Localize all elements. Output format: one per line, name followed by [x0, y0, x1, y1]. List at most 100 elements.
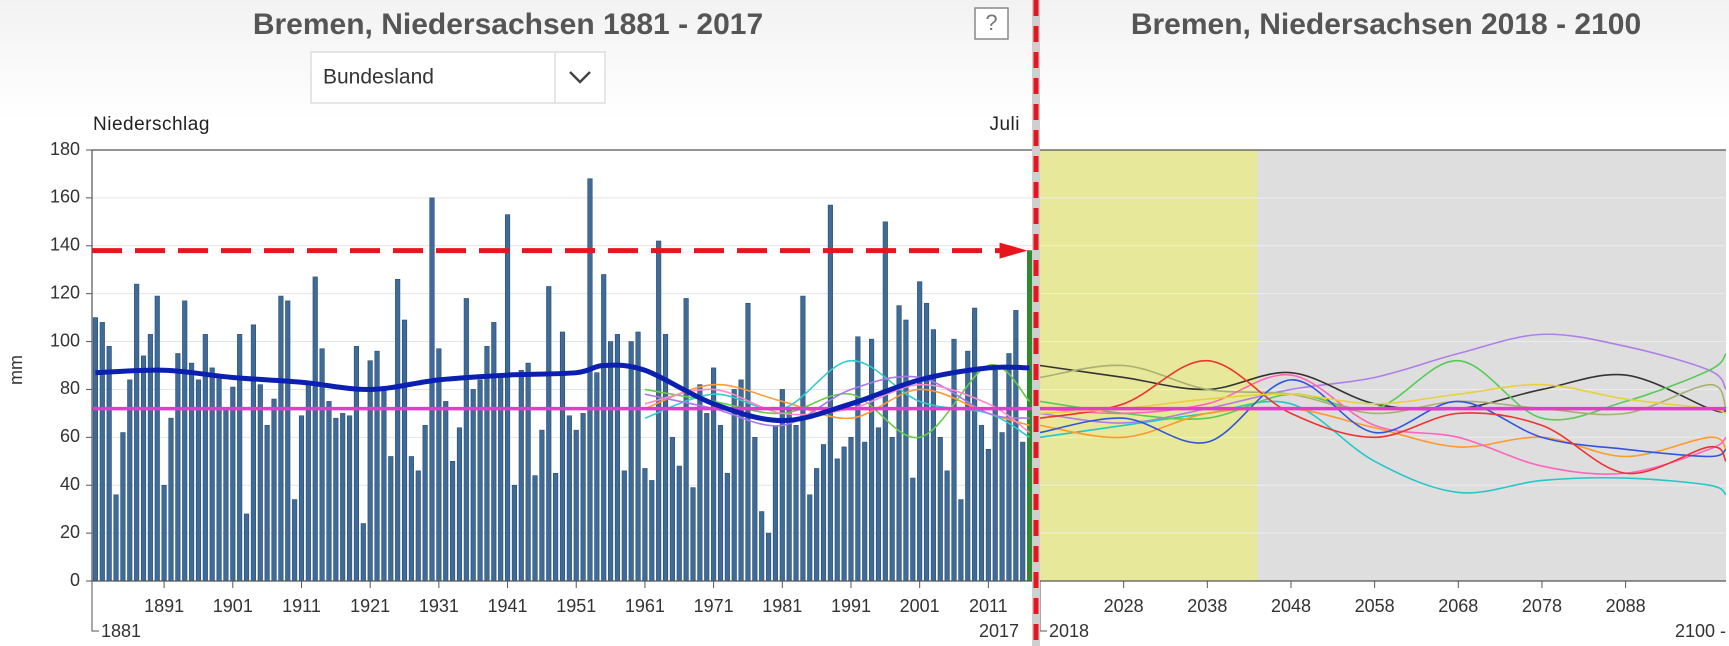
bar: [779, 389, 785, 581]
chart-layer: 0 20 40 60 80 100 120 140 160 180 1891 1901 1911 1921…: [50, 0, 1726, 646]
bar: [848, 437, 854, 581]
x-tick-label: 1911: [282, 596, 321, 616]
header-background: [0, 0, 1729, 120]
bar: [161, 484, 167, 581]
bar: [827, 204, 833, 581]
bar: [662, 334, 669, 581]
bar: [752, 437, 758, 581]
bar: [443, 401, 449, 581]
bar: [326, 401, 332, 581]
bar: [388, 456, 394, 581]
dropdown[interactable]: Bundesland: [310, 51, 606, 104]
bar: [154, 295, 160, 581]
bar: [1026, 250, 1033, 581]
bar: [477, 379, 483, 581]
bar: [793, 425, 799, 581]
bar: [340, 413, 346, 581]
bar: [175, 353, 181, 581]
x-tick-label: 1901: [213, 596, 253, 616]
bar: [1020, 441, 1026, 581]
bar: [903, 319, 909, 581]
y-tick-label: 20: [60, 522, 80, 542]
bar: [250, 324, 256, 581]
x-tick-label: 2078: [1522, 596, 1562, 616]
bar: [518, 369, 524, 581]
bar: [649, 480, 655, 581]
bar: [882, 221, 888, 581]
bar: [237, 334, 243, 581]
bar: [601, 274, 607, 581]
bar: [147, 334, 153, 581]
bar: [978, 425, 985, 581]
bar: [958, 499, 964, 581]
bar: [415, 470, 421, 581]
ensemble-line: [1040, 379, 1726, 458]
y-tick-label: 100: [50, 330, 80, 350]
end-label: 2017: [979, 621, 1019, 641]
bar: [965, 350, 971, 581]
bar: [834, 458, 840, 581]
bar: [429, 197, 435, 581]
bar: [820, 444, 827, 581]
bar: [168, 417, 174, 581]
bar: [436, 348, 442, 581]
bar: [1006, 353, 1012, 581]
bar: [422, 425, 428, 581]
help-box[interactable]: [974, 7, 1009, 40]
x-tick-label: 1971: [694, 596, 734, 616]
bar: [869, 338, 875, 581]
bar: [264, 425, 270, 581]
bar: [999, 432, 1005, 581]
x-tick-label: 2038: [1187, 596, 1227, 616]
bar: [182, 300, 188, 581]
bar: [127, 379, 133, 581]
bar: [134, 283, 140, 581]
x-tick-label: 1991: [831, 596, 871, 616]
bar: [92, 317, 99, 581]
bar: [697, 384, 703, 581]
start-label: 2018: [1049, 621, 1089, 641]
bar: [347, 415, 353, 581]
y-tick-label: 120: [50, 282, 80, 302]
bar: [690, 487, 696, 581]
bar: [374, 350, 380, 581]
bar: [401, 319, 408, 581]
help-text[interactable]: ?: [985, 10, 997, 35]
dropdown-arrow[interactable]: [569, 71, 591, 84]
month-label: Juli: [989, 114, 1020, 135]
bar: [759, 511, 765, 581]
bar: [195, 379, 202, 581]
bar: [484, 346, 490, 581]
bar: [498, 374, 504, 581]
help-button[interactable]: ?: [974, 7, 1009, 40]
x-tick-label: 2011: [969, 596, 1008, 616]
bar: [580, 413, 586, 581]
bar: [724, 472, 730, 581]
bar: [525, 362, 531, 581]
dropdown-text[interactable]: Bundesland: [323, 66, 434, 89]
bar: [875, 427, 882, 581]
bar: [456, 427, 463, 581]
bar: [381, 389, 387, 581]
bar: [896, 305, 902, 581]
bar: [106, 346, 112, 581]
bar: [738, 379, 744, 581]
ensemble-line: [1040, 359, 1726, 475]
bar: [765, 532, 772, 581]
bar: [628, 341, 634, 581]
y-tick-label: 0: [70, 570, 80, 590]
bar: [1013, 310, 1019, 581]
dropdown-box[interactable]: [310, 51, 606, 104]
bar: [491, 322, 497, 581]
bar: [305, 381, 311, 581]
bar: [683, 298, 689, 581]
bar: [711, 367, 717, 581]
x-tick-label: 2088: [1606, 596, 1646, 616]
x-tick-label: 1961: [625, 596, 665, 616]
bar: [353, 346, 360, 581]
bar: [450, 460, 456, 581]
plot-1: [1040, 150, 1726, 581]
reference-arrow: [999, 242, 1028, 259]
bar: [223, 408, 229, 581]
left-title: Bremen, Niedersachsen 1881 - 2017: [253, 8, 763, 41]
